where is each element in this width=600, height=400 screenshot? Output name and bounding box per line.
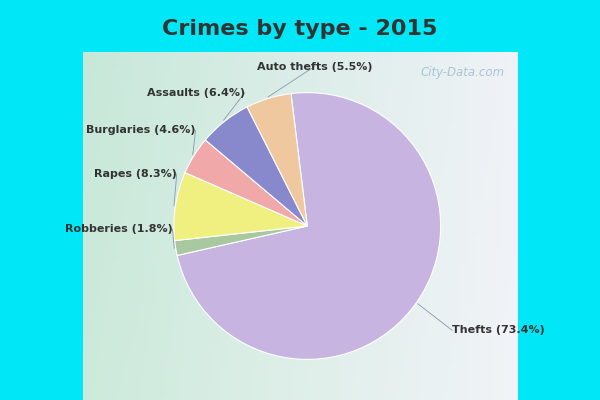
Wedge shape bbox=[175, 226, 307, 256]
Text: Auto thefts (5.5%): Auto thefts (5.5%) bbox=[257, 62, 372, 72]
Wedge shape bbox=[205, 107, 307, 226]
Text: Assaults (6.4%): Assaults (6.4%) bbox=[147, 88, 245, 98]
Text: Robberies (1.8%): Robberies (1.8%) bbox=[65, 224, 172, 234]
Wedge shape bbox=[247, 94, 307, 226]
Text: Thefts (73.4%): Thefts (73.4%) bbox=[452, 326, 545, 335]
Wedge shape bbox=[174, 172, 307, 240]
Wedge shape bbox=[177, 93, 440, 359]
Text: City-Data.com: City-Data.com bbox=[421, 66, 505, 79]
Text: Burglaries (4.6%): Burglaries (4.6%) bbox=[86, 125, 196, 135]
Text: Crimes by type - 2015: Crimes by type - 2015 bbox=[163, 18, 437, 39]
Wedge shape bbox=[185, 140, 307, 226]
Text: Rapes (8.3%): Rapes (8.3%) bbox=[94, 169, 177, 179]
